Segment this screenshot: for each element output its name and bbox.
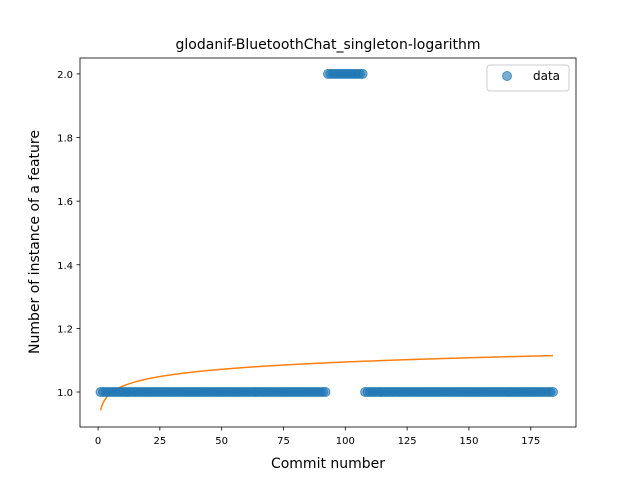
x-tick-label: 25 [153,436,166,447]
y-tick-label: 1.8 [57,134,73,145]
x-tick-label: 125 [398,436,417,447]
chart-title: glodanif-BluetoothChat_singleton-logarit… [176,37,481,53]
data-point [548,387,558,398]
y-tick-label: 1.2 [57,324,73,335]
data-point [357,68,368,79]
y-tick-label: 1.6 [57,197,73,208]
axes-frame [79,57,577,428]
fit-line [99,354,554,411]
legend-label-data: data [533,69,560,83]
x-tick-label: 75 [277,436,290,447]
x-tick-label: 50 [215,436,228,447]
fit-line-layer [99,354,554,411]
x-tick-label: 150 [459,436,478,447]
y-tick-label: 1.4 [57,261,73,272]
x-axis-label: Commit number [271,456,385,472]
x-tick-label: 175 [521,436,540,447]
y-axis: 1.0 1.2 1.4 1.6 1.8 2.0 [57,70,80,399]
data-points-layer [95,68,558,398]
x-tick-label: 0 [95,436,101,447]
y-axis-label: Number of instance of a feature [27,130,43,354]
y-tick-label: 1.0 [57,388,73,399]
legend: data [486,64,570,92]
x-axis: 0 25 50 75 100 125 150 175 [95,427,540,447]
legend-marker-data [502,71,512,81]
data-point [320,387,331,398]
x-tick-label: 100 [336,436,355,447]
y-tick-label: 2.0 [57,70,73,81]
plot-area [79,57,577,428]
axes-background [80,58,576,427]
